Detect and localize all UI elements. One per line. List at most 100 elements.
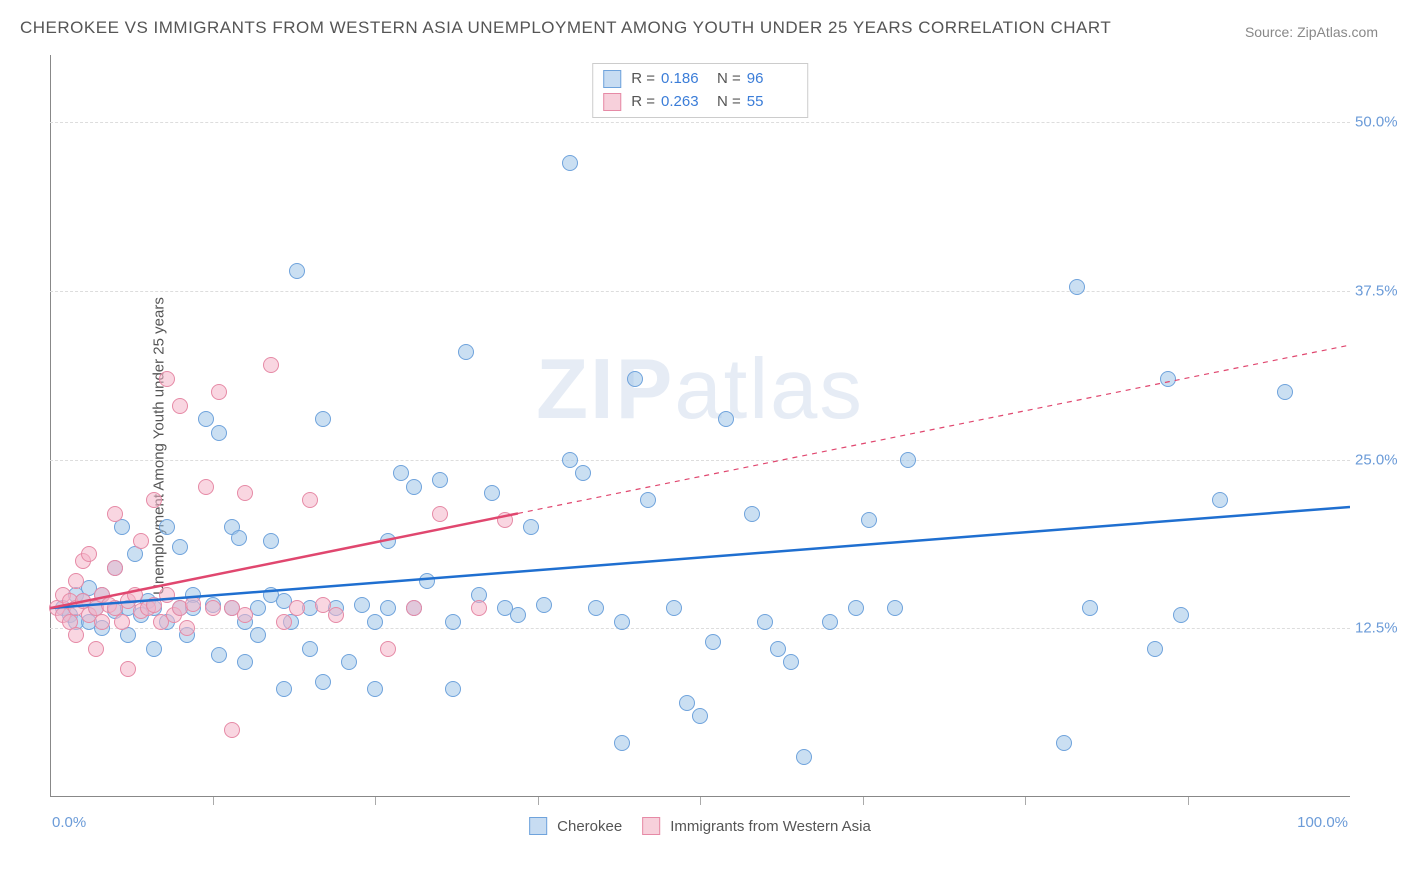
- data-point: [367, 681, 383, 697]
- data-point: [231, 530, 247, 546]
- data-point: [432, 472, 448, 488]
- y-tick-label: 37.5%: [1355, 283, 1406, 300]
- data-point: [432, 506, 448, 522]
- data-point: [588, 600, 604, 616]
- data-point: [497, 512, 513, 528]
- data-point: [146, 641, 162, 657]
- data-point: [88, 641, 104, 657]
- data-point: [289, 600, 305, 616]
- x-tick: [863, 797, 864, 805]
- data-point: [614, 614, 630, 630]
- data-point: [445, 681, 461, 697]
- data-point: [770, 641, 786, 657]
- data-point: [315, 674, 331, 690]
- stats-legend-row: R = 0.186 N = 96: [603, 68, 797, 91]
- data-point: [406, 479, 422, 495]
- y-tick-label: 12.5%: [1355, 620, 1406, 637]
- data-point: [627, 371, 643, 387]
- legend-r-value: 0.263: [661, 91, 711, 114]
- data-point: [887, 600, 903, 616]
- data-point: [1147, 641, 1163, 657]
- data-point: [315, 411, 331, 427]
- legend-swatch: [603, 93, 621, 111]
- data-point: [510, 607, 526, 623]
- data-point: [179, 620, 195, 636]
- data-point: [159, 371, 175, 387]
- data-point: [380, 641, 396, 657]
- data-point: [224, 722, 240, 738]
- data-point: [406, 600, 422, 616]
- data-point: [133, 533, 149, 549]
- series-legend-item: Immigrants from Western Asia: [642, 817, 871, 835]
- data-point: [1069, 279, 1085, 295]
- data-point: [211, 425, 227, 441]
- data-point: [419, 573, 435, 589]
- data-point: [263, 533, 279, 549]
- stats-legend: R = 0.186 N = 96R = 0.263 N = 55: [592, 63, 808, 118]
- legend-n-label: N =: [717, 68, 741, 91]
- data-point: [666, 600, 682, 616]
- data-point: [263, 357, 279, 373]
- data-point: [380, 533, 396, 549]
- data-point: [237, 607, 253, 623]
- data-point: [276, 614, 292, 630]
- legend-swatch: [642, 817, 660, 835]
- x-tick: [213, 797, 214, 805]
- series-name: Immigrants from Western Asia: [670, 818, 871, 835]
- data-point: [757, 614, 773, 630]
- data-point: [692, 708, 708, 724]
- data-point: [127, 587, 143, 603]
- data-point: [107, 560, 123, 576]
- data-point: [211, 384, 227, 400]
- data-point: [1173, 607, 1189, 623]
- data-point: [198, 479, 214, 495]
- data-point: [159, 587, 175, 603]
- x-tick: [700, 797, 701, 805]
- y-tick-label: 25.0%: [1355, 451, 1406, 468]
- chart-title: CHEROKEE VS IMMIGRANTS FROM WESTERN ASIA…: [20, 18, 1111, 38]
- data-point: [81, 546, 97, 562]
- y-tick-label: 50.0%: [1355, 114, 1406, 131]
- data-point: [107, 506, 123, 522]
- data-point: [302, 492, 318, 508]
- series-name: Cherokee: [557, 818, 622, 835]
- series-legend-item: Cherokee: [529, 817, 622, 835]
- data-point: [679, 695, 695, 711]
- data-point: [614, 735, 630, 751]
- legend-swatch: [529, 817, 547, 835]
- data-point: [783, 654, 799, 670]
- data-point: [302, 641, 318, 657]
- data-point: [640, 492, 656, 508]
- legend-n-value: 55: [747, 91, 797, 114]
- data-point: [523, 519, 539, 535]
- legend-r-value: 0.186: [661, 68, 711, 91]
- legend-r-label: R =: [631, 68, 655, 91]
- x-axis-min-label: 0.0%: [52, 814, 86, 831]
- data-point: [68, 627, 84, 643]
- data-point: [744, 506, 760, 522]
- data-point: [172, 539, 188, 555]
- x-tick: [1188, 797, 1189, 805]
- plot-area: ZIPatlas 12.5%25.0%37.5%50.0% R = 0.186 …: [50, 55, 1350, 835]
- data-point: [341, 654, 357, 670]
- data-point: [237, 485, 253, 501]
- data-point: [198, 411, 214, 427]
- legend-swatch: [603, 70, 621, 88]
- data-point: [822, 614, 838, 630]
- source-prefix: Source:: [1245, 24, 1297, 40]
- data-point: [1212, 492, 1228, 508]
- data-point: [536, 597, 552, 613]
- data-point: [185, 596, 201, 612]
- data-point: [848, 600, 864, 616]
- data-point: [237, 654, 253, 670]
- data-point: [1056, 735, 1072, 751]
- data-point: [276, 681, 292, 697]
- source-link[interactable]: ZipAtlas.com: [1297, 24, 1378, 40]
- data-point: [289, 263, 305, 279]
- data-point: [562, 452, 578, 468]
- data-point: [120, 661, 136, 677]
- data-point: [796, 749, 812, 765]
- data-point: [1160, 371, 1176, 387]
- data-point: [1082, 600, 1098, 616]
- x-tick: [538, 797, 539, 805]
